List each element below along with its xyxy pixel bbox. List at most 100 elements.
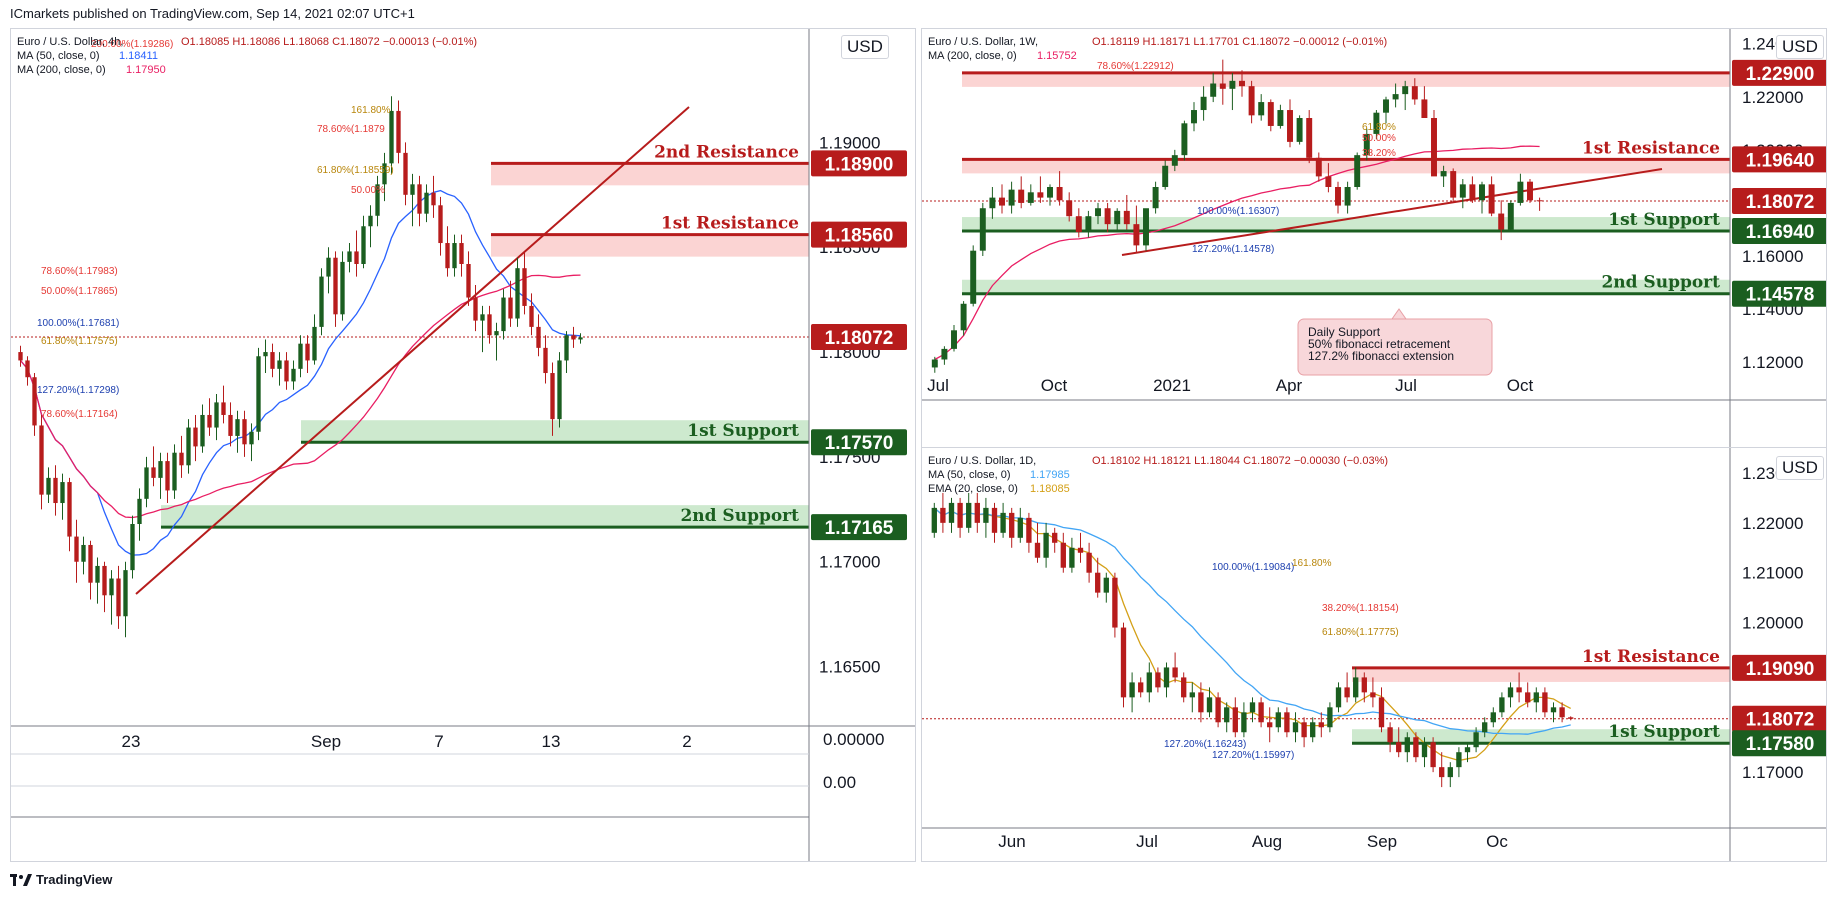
- w1-candle-body: [1210, 83, 1217, 97]
- chart-panel-daily[interactable]: 1.230001.220001.210001.200001.190001.180…: [921, 447, 1828, 862]
- h4-candle-body: [242, 419, 247, 445]
- w1-annotation-line-3: 127.2% fibonacci extension: [1308, 349, 1454, 363]
- h4-currency-badge[interactable]: USD: [841, 35, 889, 59]
- d1-ma50-label: MA (50, close, 0): [928, 469, 1011, 481]
- h4-candle-body: [368, 215, 373, 227]
- h4-candle-body: [473, 297, 478, 321]
- w1-candle-body: [1517, 181, 1524, 203]
- h4-candle-body: [74, 536, 79, 562]
- d1-candle-body: [1267, 722, 1273, 728]
- h4-candle-body: [18, 352, 23, 361]
- h4-candle-body: [417, 184, 422, 214]
- d1-price-badge: [1732, 654, 1828, 681]
- w1-candle-body: [1037, 192, 1044, 198]
- d1-candle-body: [1206, 697, 1213, 713]
- w1-price-badge: [1732, 280, 1828, 307]
- d1-candle-body: [1146, 672, 1152, 693]
- tradingview-footer[interactable]: TradingView: [10, 872, 112, 887]
- d1-candle-body: [1189, 692, 1195, 698]
- h4-x-tick: 13: [542, 732, 561, 751]
- h4-candle-body: [494, 331, 499, 336]
- w1-candle-body: [1239, 80, 1245, 87]
- h4-candle-body: [452, 243, 457, 269]
- h4-level-zone: [491, 234, 809, 257]
- w1-candle-body: [1219, 83, 1226, 89]
- h4-price-badge: [811, 429, 907, 456]
- d1-candle-body: [1421, 742, 1428, 758]
- d1-ohlc: O1.18102 H1.18121 L1.18044 C1.18072 −0.0…: [1092, 455, 1388, 467]
- w1-candle-body: [1229, 80, 1236, 89]
- d1-candle-body: [1000, 512, 1006, 533]
- h4-ma200-line: [20, 274, 581, 519]
- h4-candle-body: [109, 578, 114, 596]
- w1-price-badge-text: 1.19640: [1746, 150, 1815, 171]
- h4-level-name: 1st Support: [687, 421, 799, 441]
- w1-candle-body: [1440, 171, 1447, 177]
- h4-indicator-tick-1: 0.00000: [823, 730, 884, 749]
- h4-indicator-tick-2: 0.00: [823, 773, 856, 792]
- d1-candle-body: [1490, 712, 1496, 723]
- h4-x-tick: Sep: [311, 732, 341, 751]
- w1-annotation: Daily Support 50% fibonacci retracement …: [1297, 308, 1493, 376]
- d1-candle-body: [1249, 702, 1256, 713]
- d1-candle-body: [948, 502, 955, 523]
- w1-candle-body: [1152, 187, 1159, 209]
- h4-level-zone: [491, 163, 809, 186]
- w1-candle-body: [1344, 187, 1351, 206]
- d1-fib-label: 61.80%(1.17775): [1322, 627, 1399, 638]
- h4-candle-body: [487, 314, 492, 336]
- d1-candle-body: [1095, 572, 1101, 593]
- d1-fib-label: 161.80%: [1292, 558, 1332, 569]
- h4-candle-body: [340, 261, 345, 315]
- h4-candle-body: [543, 347, 548, 374]
- w1-price-badge-text: 1.22900: [1746, 64, 1815, 85]
- w1-candle-body: [941, 348, 948, 360]
- chart-panel-4h[interactable]: 1.19000 1.18500 1.18000 1.17500 1.17000 1.165…: [10, 28, 916, 862]
- w1-candle-body: [1143, 208, 1149, 246]
- h4-level-name: 2nd Resistance: [654, 142, 799, 162]
- h4-candle-body: [158, 461, 163, 478]
- d1-currency-badge[interactable]: USD: [1776, 456, 1824, 480]
- w1-candle-body: [1411, 86, 1418, 100]
- d1-candle-body: [1198, 692, 1204, 713]
- d1-candle-body: [1258, 702, 1264, 723]
- chart-weekly-svg[interactable]: 1.240001.220001.200001.180001.160001.140…: [922, 29, 1828, 461]
- d1-price-badge-text: 1.19090: [1746, 659, 1815, 680]
- d1-candle-body: [1361, 677, 1367, 693]
- h4-fib-label: 100.00%(1.17681): [37, 318, 119, 329]
- chart-daily-svg[interactable]: 1.230001.220001.210001.200001.190001.180…: [922, 448, 1828, 861]
- d1-candle-body: [1473, 732, 1479, 748]
- d1-candle-body: [1181, 677, 1187, 698]
- h4-candle-body: [564, 335, 569, 361]
- d1-candle-body: [1396, 742, 1402, 753]
- w1-candle-body: [1459, 184, 1466, 198]
- d1-candle-body: [1241, 712, 1247, 733]
- d1-x-tick: Aug: [1252, 832, 1282, 851]
- h4-price-badge-text: 1.18560: [825, 226, 894, 247]
- tradingview-brand: TradingView: [36, 872, 113, 887]
- chart-4h-svg[interactable]: 1.190001.185001.180001.175001.170001.165…: [11, 29, 915, 861]
- h4-candle-body: [249, 431, 254, 445]
- h4-candle-body: [396, 110, 401, 153]
- d1-candle-body: [1344, 687, 1350, 698]
- h4-fib-label: 78.60%(1.1879: [317, 124, 385, 135]
- h4-candle-body: [46, 477, 51, 495]
- h4-candle-body: [137, 498, 142, 524]
- w1-level-name: 2nd Support: [1601, 273, 1720, 293]
- h4-fib-label: 78.60%(1.17983): [41, 266, 118, 277]
- d1-candle-body: [1017, 517, 1023, 538]
- w1-currency-badge[interactable]: USD: [1776, 35, 1824, 59]
- w1-candle-body: [1162, 165, 1169, 187]
- d1-candle-body: [1086, 552, 1092, 573]
- chart-panel-weekly[interactable]: 1.240001.220001.200001.180001.160001.140…: [921, 28, 1828, 462]
- h4-candle-body: [284, 360, 289, 382]
- d1-candle-body: [1043, 532, 1049, 558]
- h4-trendline: [135, 106, 690, 595]
- d1-y-tick: 1.20000: [1742, 614, 1803, 633]
- w1-level-zone: [962, 217, 1730, 232]
- h4-price-badge: [811, 221, 907, 248]
- w1-annotation-line-1: Daily Support: [1308, 325, 1381, 339]
- d1-candle-body: [966, 502, 972, 528]
- h4-candle-body: [361, 226, 366, 264]
- d1-candle-body: [1077, 547, 1084, 553]
